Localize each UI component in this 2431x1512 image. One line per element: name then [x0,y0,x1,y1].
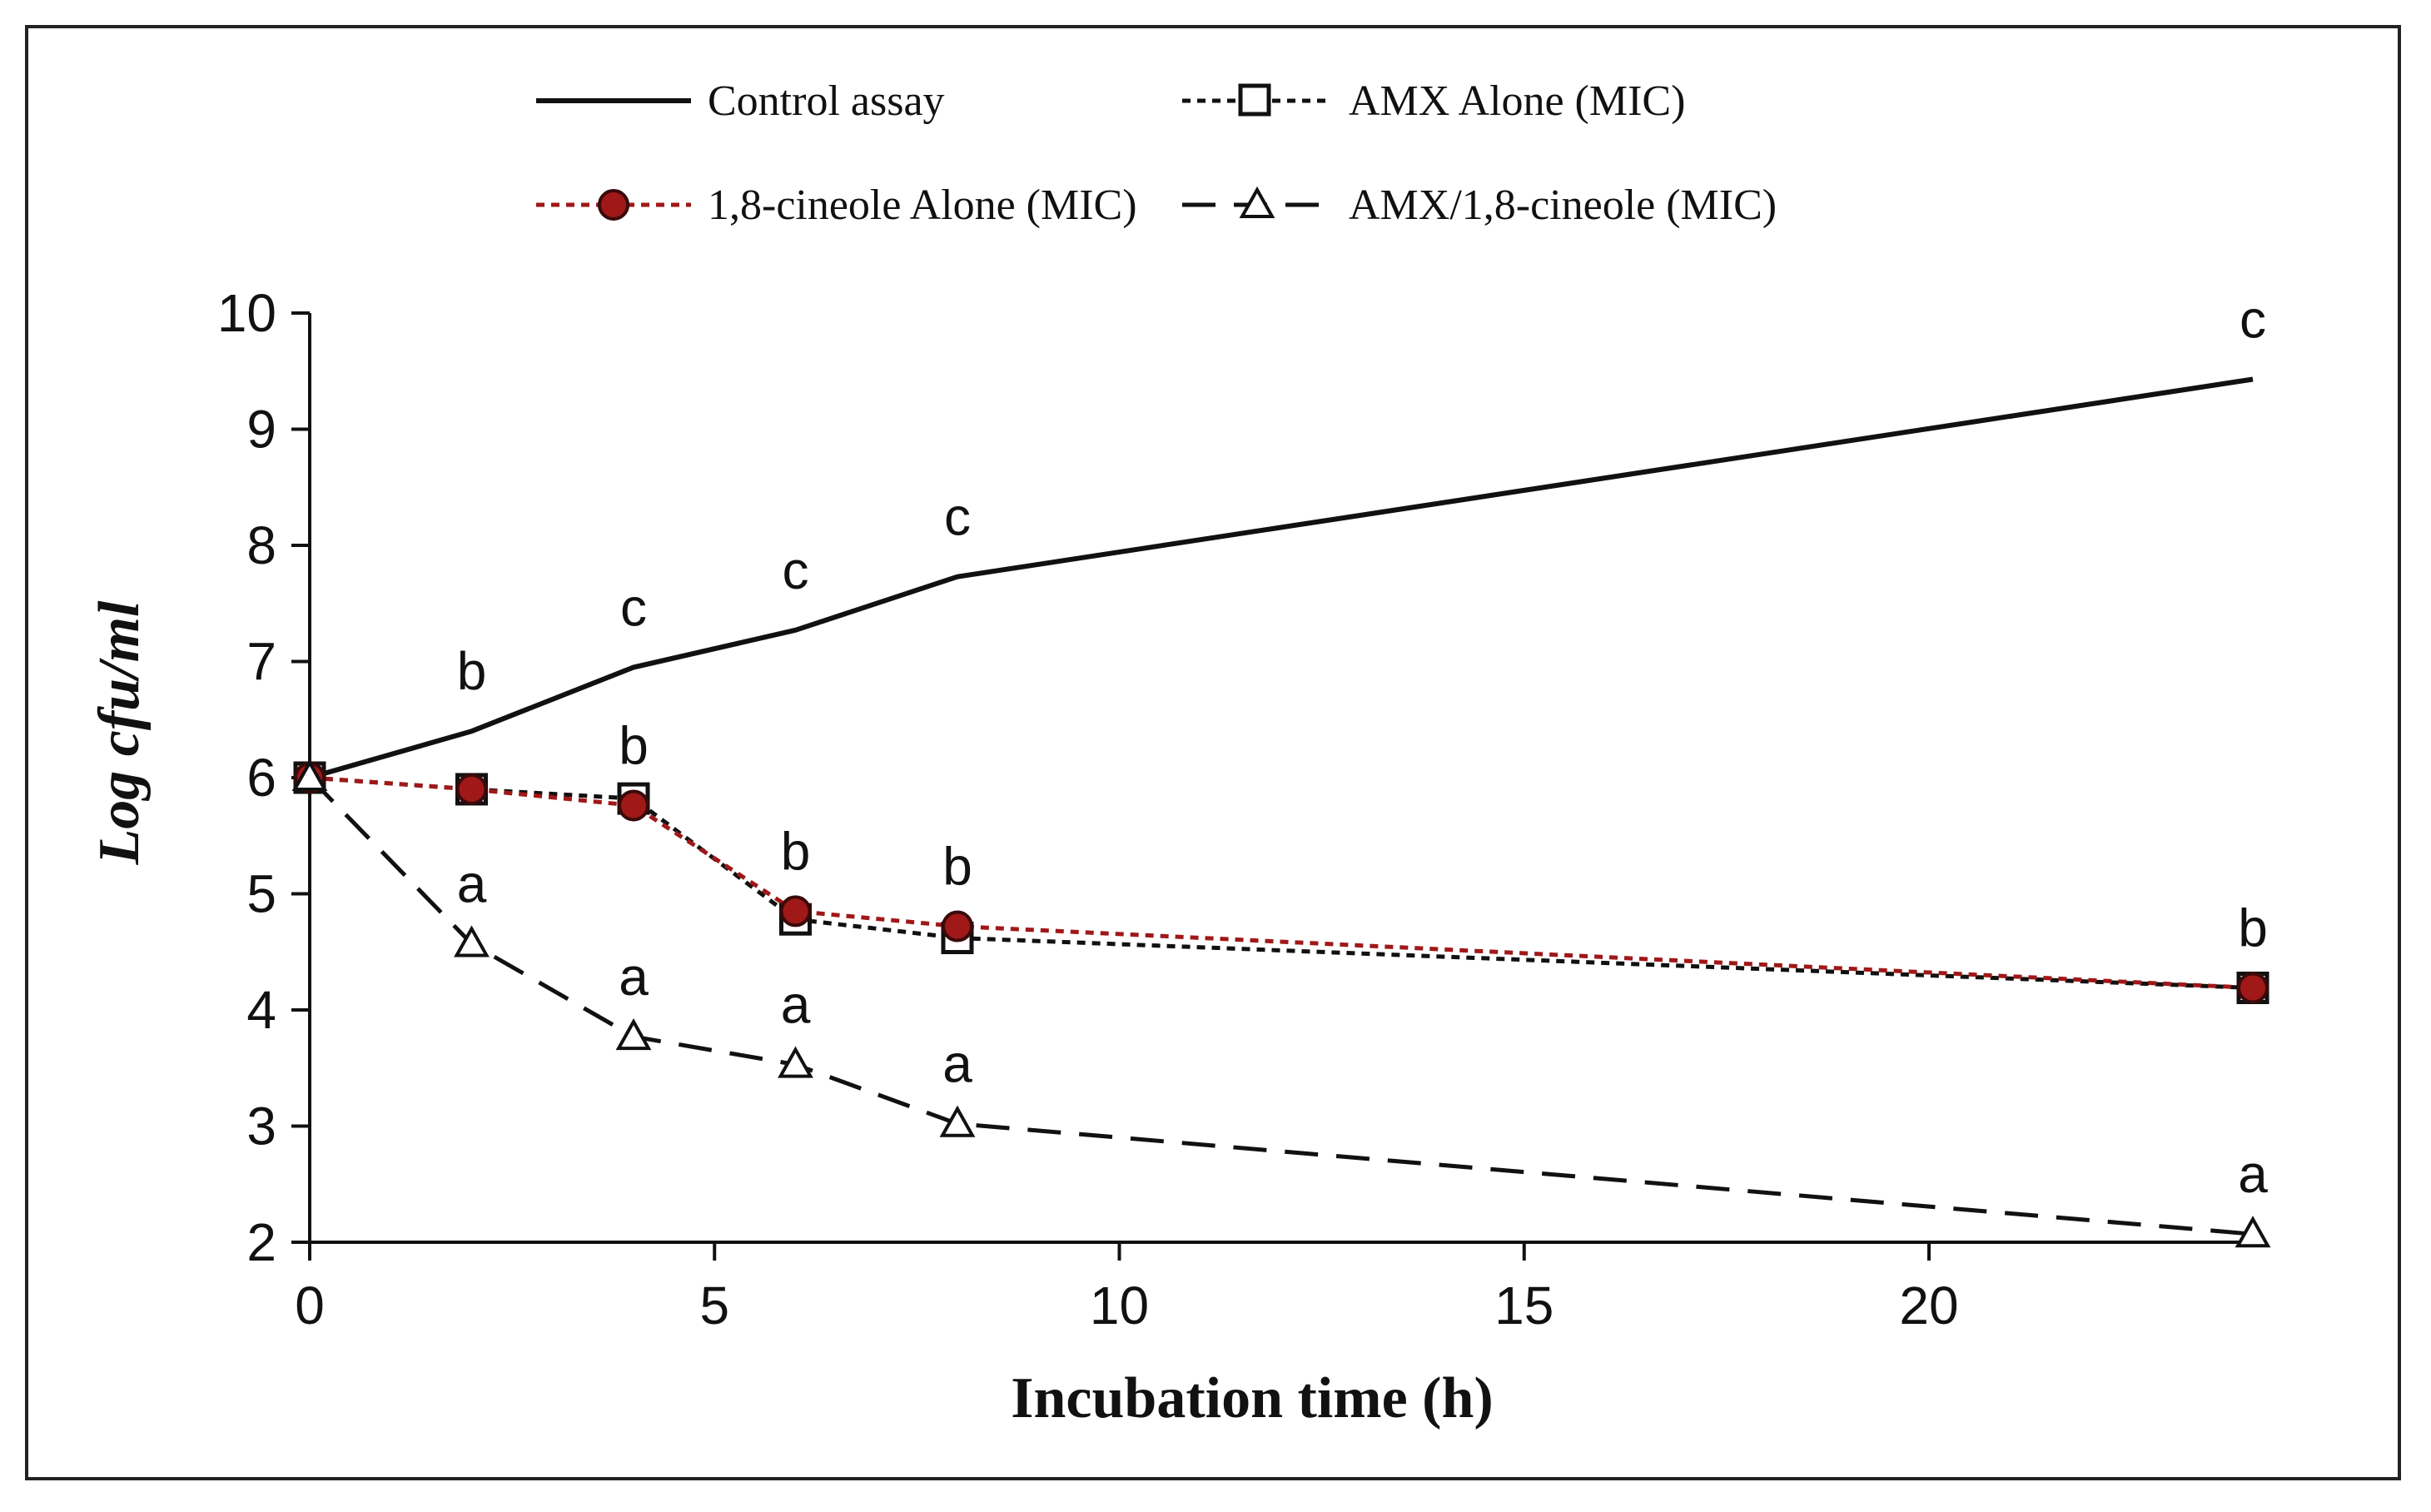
data-label-control: c [2240,290,2266,350]
data-point-cineole [2237,972,2269,1004]
data-label-combo: a [2238,1144,2268,1204]
legend-label-amx: AMX Alone (MIC) [1349,77,1685,125]
x-tick-label: 5 [699,1276,729,1335]
data-labels-layer: b c c c c b b b b a a a a a [457,290,2269,1205]
data-point-combo [939,1105,976,1137]
y-tick-label: 9 [246,400,276,460]
data-label-cineole: b [2238,898,2268,957]
data-label-combo: a [781,975,811,1035]
legend: Control assay AMX Alone (MIC) 1,8-cineol… [536,77,1777,229]
data-point-combo [778,1046,813,1078]
data-point-cineole [455,773,488,805]
legend-label-control: Control assay [708,77,945,125]
y-tick-label: 10 [217,283,276,343]
x-tick-label: 20 [1899,1276,1958,1335]
x-tick-label: 0 [295,1276,325,1335]
legend-label-cineole: 1,8-cineole Alone (MIC) [708,182,1137,229]
legend-marker-cineole [598,189,629,221]
data-label-cineole: b [781,821,811,881]
y-ticks: 2 3 4 5 6 7 8 9 10 [217,283,310,1272]
data-point-combo [615,1018,652,1051]
data-label-combo: a [619,947,649,1007]
legend-label-combo: AMX/1,8-cineole (MIC) [1349,182,1777,229]
y-axis-label: Log cfu/ml [87,600,152,865]
y-tick-label: 5 [246,864,276,924]
legend-marker-combo [1239,186,1275,218]
data-point-cineole [779,895,812,928]
data-point-combo [291,758,328,791]
data-point-combo [454,925,490,957]
figure-frame [25,25,2401,1480]
y-tick-label: 2 [246,1212,276,1272]
x-tick-label: 15 [1494,1276,1554,1335]
data-label-combo: a [457,853,487,913]
data-label-cineole: b [619,715,649,775]
data-point-cineole [942,910,973,943]
legend-marker-amx [1238,83,1271,117]
data-point-cineole [618,789,649,822]
x-ticks: 0 5 10 15 20 [295,1242,1959,1335]
series-line-cineole [309,775,2254,990]
y-tick-label: 8 [246,515,276,575]
series-layer [308,376,2254,1236]
data-label-control: c [944,487,971,547]
data-label-control: c [783,540,809,600]
data-label-control: b [457,641,487,701]
x-tick-label: 10 [1090,1276,1149,1335]
series-line-amx [309,775,2254,990]
markers-layer [291,758,2271,1248]
y-tick-label: 7 [246,632,276,692]
y-tick-label: 6 [246,748,276,808]
series-line-control [309,376,2254,780]
legend-item-amx: AMX Alone (MIC) [1182,77,1685,125]
legend-item-combo: AMX/1,8-cineole (MIC) [1182,182,1777,229]
data-point-combo [2235,1216,2271,1248]
y-tick-label: 3 [246,1097,276,1156]
axes: 2 3 4 5 6 7 8 9 10 0 5 10 15 20 [217,283,2253,1335]
x-axis-label: Incubation time (h) [1011,1366,1493,1430]
legend-item-cineole: 1,8-cineole Alone (MIC) [536,182,1137,229]
data-label-cineole: b [942,837,972,897]
series-line-combo [308,776,2254,1236]
legend-item-control: Control assay [536,77,945,125]
data-label-combo: a [942,1034,972,1094]
data-label-control: c [620,577,647,637]
y-tick-label: 4 [246,980,276,1040]
